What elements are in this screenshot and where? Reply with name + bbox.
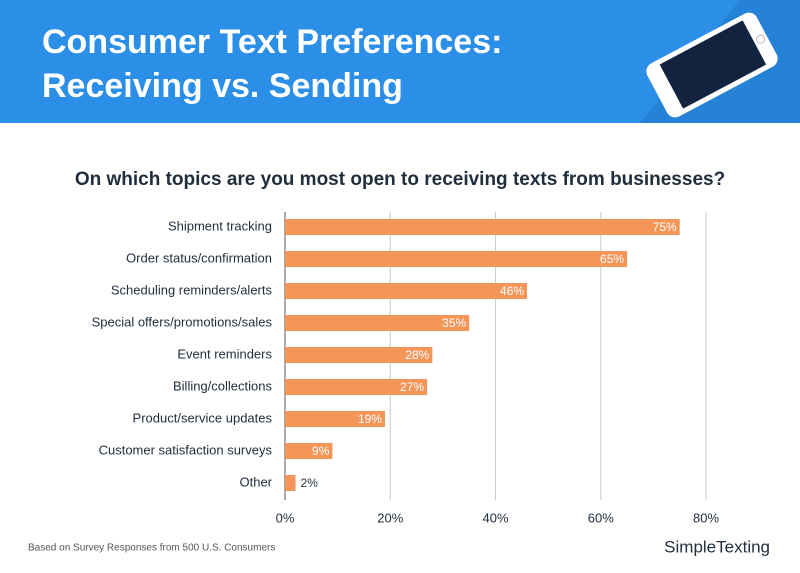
bar (285, 347, 433, 363)
subtitle: On which topics are you most open to rec… (75, 169, 725, 190)
y-tick-label: Customer satisfaction surveys (99, 442, 273, 457)
y-tick-label: Product/service updates (133, 410, 273, 425)
y-tick-label: Billing/collections (173, 378, 272, 393)
x-tick-label: 40% (482, 510, 508, 525)
value-label: 75% (653, 220, 677, 234)
bar (285, 251, 628, 267)
y-tick-label: Shipment tracking (168, 218, 272, 233)
y-tick-label: Special offers/promotions/sales (92, 314, 273, 329)
x-tick-label: 0% (276, 510, 295, 525)
note: Based on Survey Responses from 500 U.S. … (28, 543, 275, 554)
bar (285, 475, 296, 491)
value-label: 27% (400, 380, 424, 394)
value-label: 19% (358, 412, 382, 426)
plot: 0% 20% 40% 60% 80% Shipment tracking 75% Order … (92, 212, 719, 525)
bar (285, 315, 470, 331)
y-tick-label: Scheduling reminders/alerts (111, 282, 273, 297)
y-tick-label: Event reminders (177, 346, 272, 361)
value-label: 65% (600, 252, 624, 266)
value-label: 2% (301, 476, 319, 490)
y-tick-label: Order status/confirmation (126, 250, 272, 265)
bar (285, 443, 333, 459)
bar (285, 283, 528, 299)
brand-logo: SimpleTexting (664, 537, 770, 556)
value-label: 35% (442, 316, 466, 330)
value-label: 28% (405, 348, 429, 362)
x-tick-label: 20% (377, 510, 403, 525)
value-label: 9% (312, 444, 330, 458)
bar (285, 379, 428, 395)
bar (285, 219, 680, 235)
title-line: Receiving vs. Sending (42, 67, 403, 105)
x-tick-label: 80% (693, 510, 719, 525)
x-tick-label: 60% (588, 510, 614, 525)
title-line: Consumer Text Preferences: (42, 23, 502, 61)
phone-icon (646, 12, 778, 118)
y-tick-label: Other (239, 474, 272, 489)
value-label: 46% (500, 284, 524, 298)
bar (285, 411, 385, 427)
